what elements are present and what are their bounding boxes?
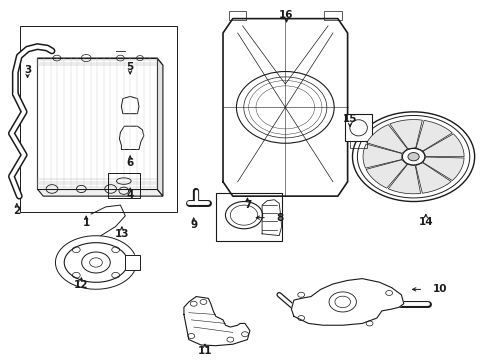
- Circle shape: [402, 148, 425, 165]
- Polygon shape: [122, 96, 139, 114]
- Text: 9: 9: [190, 220, 197, 230]
- Polygon shape: [120, 126, 144, 149]
- Polygon shape: [416, 163, 451, 193]
- Polygon shape: [125, 255, 140, 270]
- Text: 11: 11: [197, 346, 212, 356]
- Polygon shape: [423, 134, 464, 157]
- Polygon shape: [37, 189, 163, 196]
- Polygon shape: [416, 120, 452, 151]
- Polygon shape: [37, 58, 163, 65]
- Polygon shape: [423, 157, 464, 181]
- Text: 1: 1: [83, 219, 90, 228]
- Text: 7: 7: [244, 201, 251, 211]
- Polygon shape: [366, 160, 407, 188]
- Polygon shape: [223, 19, 347, 196]
- Polygon shape: [363, 144, 402, 168]
- Polygon shape: [367, 125, 407, 153]
- Circle shape: [408, 153, 419, 161]
- Text: 6: 6: [126, 158, 134, 168]
- Text: 8: 8: [277, 213, 284, 222]
- Text: 4: 4: [126, 190, 134, 201]
- Text: 5: 5: [126, 62, 134, 72]
- Polygon shape: [157, 58, 163, 196]
- Text: 16: 16: [279, 10, 294, 20]
- Polygon shape: [292, 279, 404, 325]
- Text: 12: 12: [74, 280, 89, 290]
- Text: 15: 15: [343, 114, 357, 124]
- Text: 3: 3: [24, 65, 31, 75]
- Polygon shape: [390, 120, 422, 149]
- Polygon shape: [345, 114, 372, 141]
- Polygon shape: [37, 58, 157, 189]
- Polygon shape: [64, 243, 128, 282]
- Text: 10: 10: [433, 284, 448, 294]
- Polygon shape: [184, 297, 250, 346]
- Text: 14: 14: [418, 217, 433, 226]
- Text: 2: 2: [13, 206, 21, 216]
- Text: 13: 13: [115, 229, 129, 239]
- Polygon shape: [388, 165, 420, 194]
